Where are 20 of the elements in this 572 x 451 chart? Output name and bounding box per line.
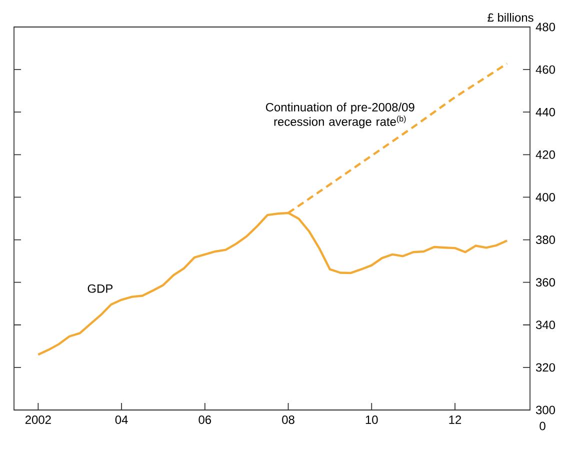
- x-tick-label: 2002: [25, 416, 51, 424]
- x-tick-label: 08: [282, 416, 294, 424]
- series-label: Continuation of pre-2008/09 recession average rate$^{(b)}$: [266, 102, 414, 128]
- x-tick-label: 06: [198, 416, 212, 424]
- y-tick-label: 340: [536, 320, 556, 330]
- text: 0: [540, 422, 546, 430]
- y-tick-label: 420: [536, 150, 556, 159]
- y-tick-label: 320: [536, 363, 556, 372]
- y-tick-label: 380: [536, 236, 556, 244]
- x-tick-label: 12: [449, 416, 462, 424]
- x-tick-label: 04: [115, 416, 128, 424]
- y-tick-label: 440: [536, 108, 556, 116]
- x-tick-label: 10: [366, 416, 378, 424]
- y-axis-title: £ billions: [488, 13, 534, 22]
- y-tick-label: 400: [536, 192, 556, 202]
- y-tick-label: 460: [536, 65, 556, 74]
- y-tick-label: 300: [536, 406, 556, 414]
- series-label: GDP: [88, 284, 112, 293]
- y-tick-label: 360: [536, 278, 556, 287]
- y-tick-label: 480: [536, 22, 556, 32]
